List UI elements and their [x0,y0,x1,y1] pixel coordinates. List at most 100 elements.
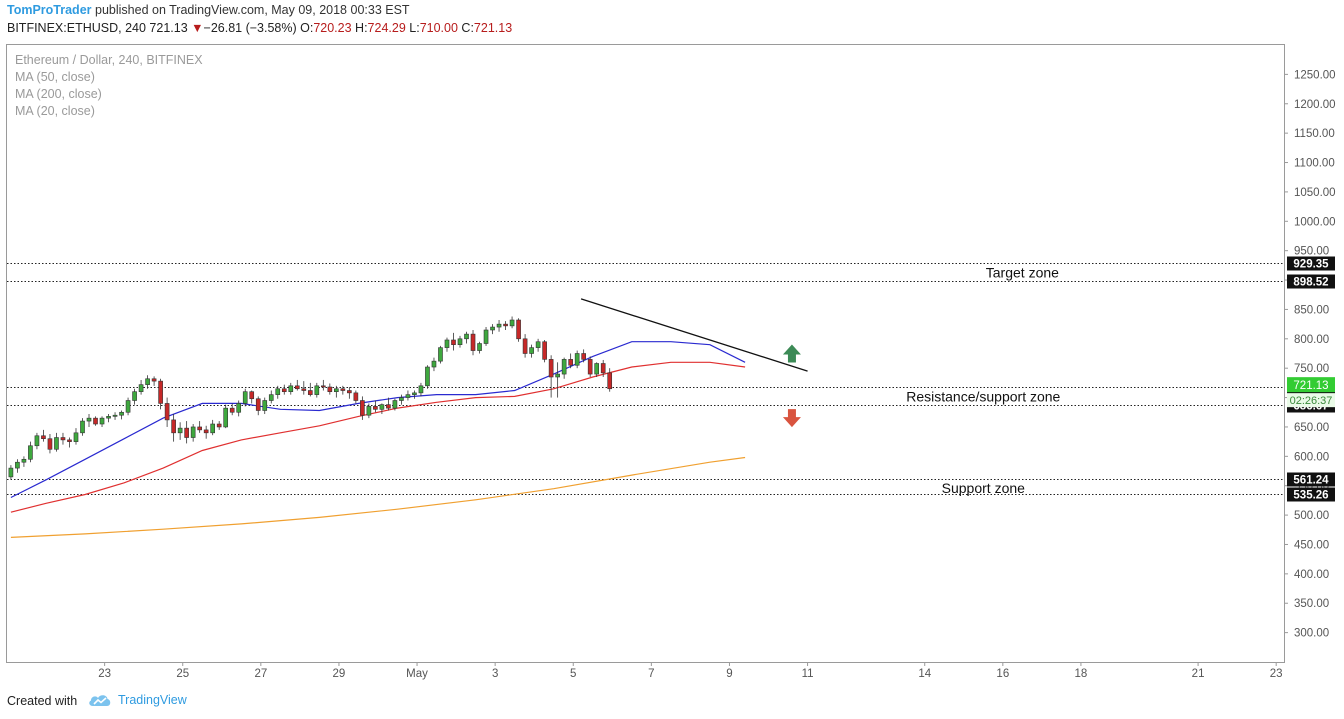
candle-up [418,385,424,394]
candle-up [438,347,443,362]
countdown-tag [1287,393,1335,408]
candle-up [80,420,85,434]
x-tick-label: 11 [802,668,814,680]
candle-up [125,400,131,413]
descending-trendline [580,298,808,372]
arrow-up-icon [782,344,801,363]
candle-up [314,385,320,395]
y-tick-label: 500.00 [1294,510,1329,522]
down-triangle-icon: ▼ [191,21,204,35]
level-price-label: 898.52 [1293,277,1328,289]
y-tick-label: 350.00 [1294,598,1329,610]
author-link[interactable]: TomProTrader [7,3,92,17]
moving-averages [10,341,746,538]
candle-down [60,437,66,441]
time-axis[interactable]: 23 25 27 29 May 3 5 7 9 11 14 16 18 21 23 [98,662,1283,680]
candle-up [334,388,339,392]
ma-line-ma50 [10,361,746,513]
candle-down [171,419,176,434]
y-tick-label: 950.00 [1294,246,1329,258]
candle-up [73,432,79,442]
quote-info: BITFINEX:ETHUSD, 240 721.13 ▼−26.81 (−3.… [7,21,512,35]
candle-up [535,341,541,348]
candle-down [164,403,170,421]
x-tick-label: 5 [570,668,576,680]
level-price-tag [1287,472,1335,487]
legend-ma20[interactable]: MA (20, close) [15,104,95,118]
candle-up [405,394,411,398]
candle-down [203,429,209,434]
candle-up [529,347,534,354]
y-tick-label: 1150.00 [1294,128,1335,140]
zone-labels: Target zone Resistance/support zone Suppor… [906,264,1060,496]
candle-down [568,359,573,366]
candle-up [138,384,144,392]
x-tick-label: 16 [996,668,1009,680]
x-tick-label: 25 [176,668,189,680]
candle-down [321,385,326,388]
candle-up [268,394,274,401]
candle-up [223,407,229,428]
candle-up [444,339,450,348]
level-price-label: 561.24 [1293,475,1329,487]
y-tick-label: 400.00 [1294,569,1329,581]
candle-up [457,338,463,345]
candle-down [67,439,72,442]
candle-up [379,404,385,410]
candle-down [360,400,365,416]
candle-up [288,385,294,392]
y-tick-label: 1000.00 [1294,216,1336,228]
tradingview-cloud-icon [89,695,111,706]
candle-up [594,363,600,375]
candle-up [574,353,580,366]
candle-down [522,338,528,354]
zone-label: Support zone [942,480,1025,496]
x-tick-label: 9 [726,668,732,680]
price-axis[interactable]: 300.00350.00400.00450.00500.00550.00600.… [1284,69,1336,640]
candle-up [366,406,372,416]
candle-down [451,339,456,345]
legend-ma200[interactable]: MA (200, close) [15,87,102,101]
candle-down [229,407,235,413]
legend-ma50[interactable]: MA (50, close) [15,70,95,84]
candle-down [386,404,391,409]
candle-down [255,398,261,411]
current-price-tag [1287,377,1335,393]
candle-up [399,397,404,401]
candle-down [216,423,222,428]
y-tick-label: 750.00 [1294,363,1329,375]
tradingview-brand-text: TradingView [118,693,187,707]
candle-down [542,341,547,360]
candle-up [28,445,33,460]
high-label: H: [355,21,368,35]
y-tick-label: 1200.00 [1294,99,1336,111]
last-price: 721.13 [149,21,188,35]
close-label: C: [461,21,474,35]
candle-down [353,392,359,401]
x-tick-label: 3 [492,668,498,680]
low-label: L: [409,21,420,35]
current-price-label: 721.13 [1293,380,1328,392]
candle-down [347,390,352,394]
candle-down [600,363,606,374]
candle-up [106,416,111,419]
candle-down [93,417,98,425]
tradingview-link[interactable]: TradingView [88,693,187,707]
high-value: 724.29 [367,21,406,35]
x-tick-label: 21 [1192,668,1205,680]
level-price-label: 535.26 [1293,490,1328,502]
candle-down [581,353,586,360]
candle-up [392,400,398,409]
x-tick-label: May [406,668,428,680]
candle-up [54,437,59,450]
candle-up [132,391,137,401]
chart-header: TomProTrader published on TradingView.co… [0,0,1344,40]
candle-up [34,435,40,447]
x-tick-label: 27 [254,668,267,680]
candle-up [190,426,196,438]
candle-down [373,406,378,410]
x-tick-label: 14 [918,668,931,680]
x-tick-label: 23 [98,668,111,680]
candle-down [548,359,554,378]
